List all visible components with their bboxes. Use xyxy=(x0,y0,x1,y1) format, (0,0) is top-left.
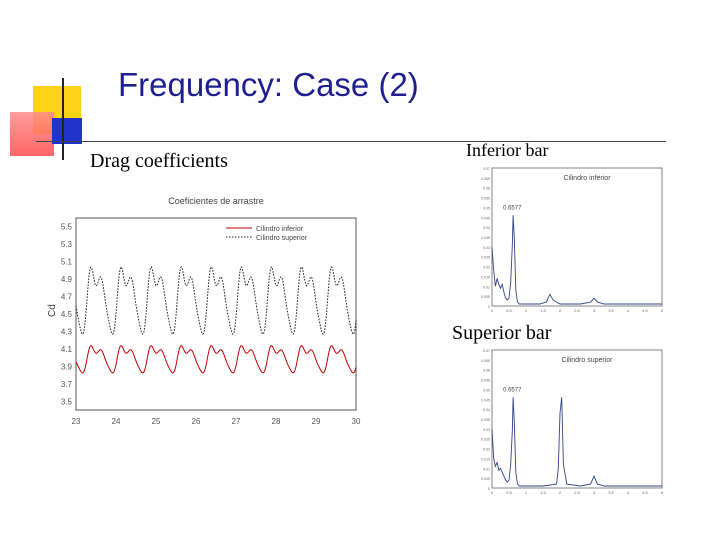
y-tick-label: 0.015 xyxy=(481,457,490,461)
y-tick-label: 0.005 xyxy=(481,477,490,481)
y-tick-label: 0.005 xyxy=(481,295,490,299)
x-tick-label: 27 xyxy=(232,417,241,426)
x-tick-label: 29 xyxy=(312,417,321,426)
peak-annotation: 0.6577 xyxy=(503,205,522,211)
y-tick-label: 5.5 xyxy=(61,223,73,232)
x-tick-label: 4 xyxy=(627,490,630,495)
peak-annotation: 0.6577 xyxy=(503,387,522,393)
x-tick-label: 1.5 xyxy=(540,308,546,313)
x-tick-label: 23 xyxy=(72,417,81,426)
x-tick-label: 28 xyxy=(272,417,281,426)
superior-spectrum-chart: Cilindro superior 0.07 0.065 0.06 0.055 0.05 0… xyxy=(481,349,664,495)
y-tick-label: 0.065 xyxy=(481,177,490,181)
y-tick-label: 0.03 xyxy=(483,246,490,250)
x-tick-label: 5 xyxy=(661,308,664,313)
x-tick-label: 24 xyxy=(112,417,121,426)
legend-label: Cilindro inferior xyxy=(256,226,304,233)
drag-coefficient-chart: Coeficientes de arrastre Cd 5.5 5.3 5.1 4.9 4.… xyxy=(47,196,361,426)
deco-vertical-line xyxy=(62,78,64,160)
x-tick-label: 5 xyxy=(661,490,664,495)
y-tick-label: 0.065 xyxy=(481,359,490,363)
y-tick-label: 0.07 xyxy=(483,349,490,353)
y-tick-label: 0.03 xyxy=(483,428,490,432)
x-tick-label: 0.5 xyxy=(506,308,512,313)
y-tick-label: 5.3 xyxy=(61,240,73,249)
x-tick-label: 3 xyxy=(593,490,596,495)
y-tick-label: 4.5 xyxy=(61,310,73,319)
y-tick-label: 0.015 xyxy=(481,275,490,279)
x-tick-label: 0 xyxy=(491,308,494,313)
x-tick-label: 2.5 xyxy=(574,490,580,495)
x-tick-label: 2 xyxy=(559,490,562,495)
y-tick-label: 0 xyxy=(488,305,490,309)
x-tick-label: 26 xyxy=(192,417,201,426)
y-tick-label: 0.045 xyxy=(481,398,490,402)
x-tick-label: 0.5 xyxy=(506,490,512,495)
x-tick-label: 30 xyxy=(352,417,361,426)
x-tick-label: 2.5 xyxy=(574,308,580,313)
x-tick-label: 0 xyxy=(491,490,494,495)
plot-frame xyxy=(491,167,663,307)
y-tick-label: 0 xyxy=(488,487,490,491)
y-tick-label: 4.7 xyxy=(61,293,73,302)
legend-label: Cilindro superior xyxy=(256,235,308,242)
x-tick-label: 1 xyxy=(525,490,528,495)
y-tick-label: 0.045 xyxy=(481,216,490,220)
series-line-inferior xyxy=(75,344,357,374)
y-tick-label: 0.035 xyxy=(481,236,490,240)
inferior-spectrum-chart: Cilindro inferior 0.07 0.065 0.06 0.055 0.05 0… xyxy=(481,167,664,313)
x-tick-label: 25 xyxy=(152,417,161,426)
y-tick-label: 0.07 xyxy=(483,167,490,171)
y-axis-label: Cd xyxy=(47,304,58,317)
chart-title: Coeficientes de arrastre xyxy=(168,196,264,206)
x-tick-label: 1.5 xyxy=(540,490,546,495)
y-tick-label: 0.055 xyxy=(481,197,490,201)
x-tick-label: 4.5 xyxy=(642,308,648,313)
y-tick-label: 4.3 xyxy=(61,327,73,336)
y-tick-label: 0.06 xyxy=(483,187,490,191)
deco-blue-square xyxy=(52,118,82,144)
x-tick-label: 3.5 xyxy=(608,308,614,313)
spectrum-line xyxy=(491,215,662,305)
caption-superior-bar: Superior bar xyxy=(452,322,552,344)
y-tick-label: 0.02 xyxy=(483,266,490,270)
x-tick-label: 1 xyxy=(525,308,528,313)
spectrum-title: Cilindro inferior xyxy=(563,175,611,182)
y-tick-label: 0.025 xyxy=(481,256,490,260)
y-tick-label: 3.5 xyxy=(61,397,73,406)
y-tick-label: 3.9 xyxy=(61,362,73,371)
y-tick-label: 5.1 xyxy=(61,258,73,267)
y-tick-label: 0.01 xyxy=(483,467,490,471)
spectrum-line xyxy=(491,397,662,487)
y-tick-label: 0.035 xyxy=(481,418,490,422)
x-tick-label: 4 xyxy=(627,308,630,313)
x-tick-label: 4.5 xyxy=(642,490,648,495)
x-tick-label: 3 xyxy=(593,308,596,313)
plot-frame xyxy=(75,217,357,411)
y-tick-label: 0.04 xyxy=(483,408,490,412)
x-tick-label: 3.5 xyxy=(608,490,614,495)
y-tick-label: 0.02 xyxy=(483,448,490,452)
x-tick-label: 2 xyxy=(559,308,562,313)
spectrum-title: Cilindro superior xyxy=(562,357,614,364)
y-tick-label: 0.05 xyxy=(483,388,490,392)
deco-red-square xyxy=(10,112,54,156)
y-tick-label: 4.9 xyxy=(61,275,73,284)
y-tick-label: 0.055 xyxy=(481,379,490,383)
y-tick-label: 4.1 xyxy=(61,345,73,354)
page-title: Frequency: Case (2) xyxy=(118,66,419,103)
y-tick-label: 0.025 xyxy=(481,438,490,442)
y-tick-label: 3.7 xyxy=(61,380,73,389)
y-tick-label: 0.06 xyxy=(483,369,490,373)
bullet-drag-coefficients: Drag coefficients xyxy=(90,150,228,172)
deco-horizontal-line xyxy=(36,141,666,142)
y-tick-label: 0.04 xyxy=(483,226,490,230)
y-tick-label: 0.05 xyxy=(483,206,490,210)
series-line-superior xyxy=(75,266,357,335)
caption-inferior-bar: Inferior bar xyxy=(466,140,549,160)
plot-frame xyxy=(491,349,663,489)
y-tick-label: 0.01 xyxy=(483,285,490,289)
